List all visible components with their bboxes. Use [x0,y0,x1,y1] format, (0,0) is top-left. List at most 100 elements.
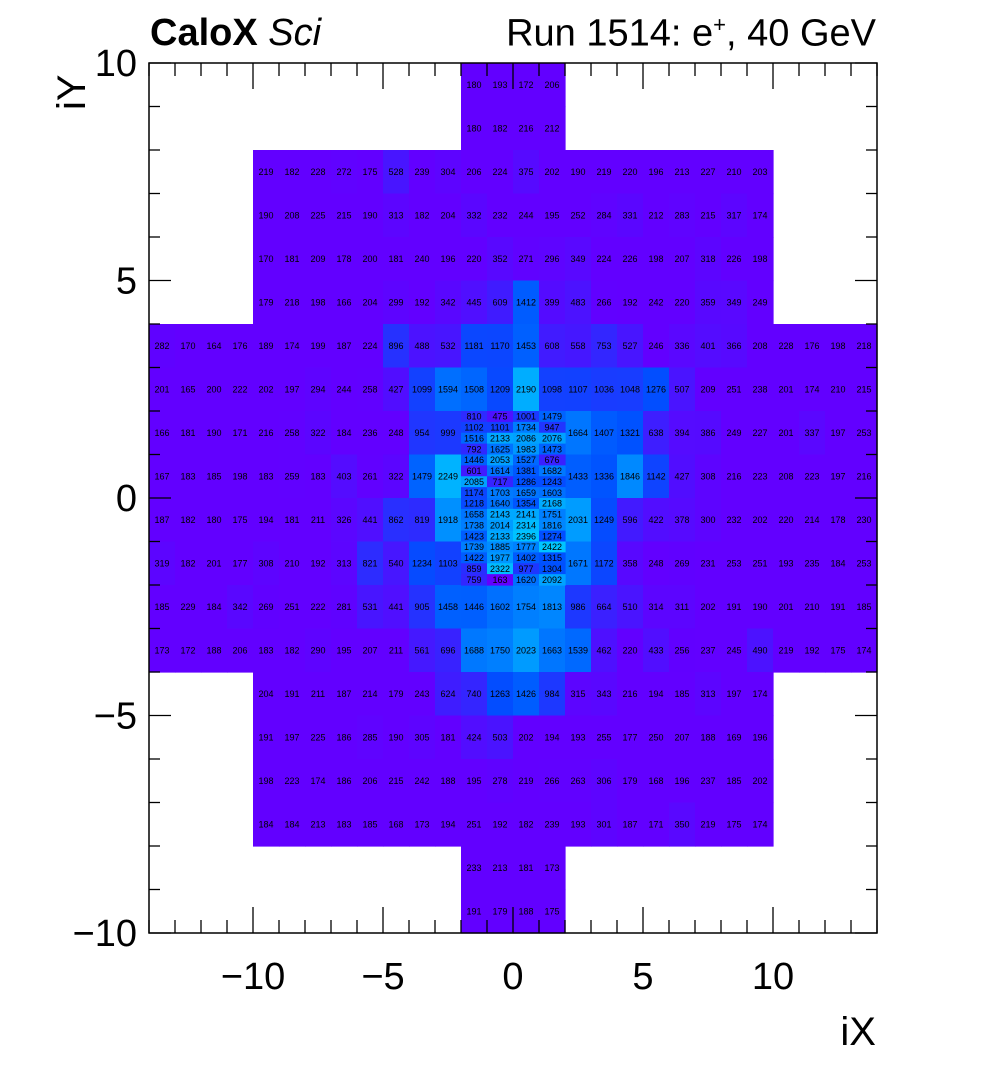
tile-cell-value: 215 [856,384,871,394]
fine-tile-cell-value: 676 [544,455,559,465]
tile-cell-value: 195 [544,210,559,220]
tile-cell-value: 313 [700,689,715,699]
tile-cell-value: 375 [518,167,533,177]
tile-cell [357,628,384,673]
tile-cell-value: 248 [388,428,403,438]
tile-cell-value: 308 [258,558,273,568]
tile-cell [305,802,332,847]
fine-tile-cell-value: 1402 [516,553,536,563]
tile-cell [747,759,774,804]
tile-cell [253,367,280,412]
tile-cell [357,193,384,238]
tile-cell [201,454,228,499]
tile-cell [253,628,280,673]
tile-cell-value: 211 [389,645,403,655]
tile-cell-value: 184 [206,602,221,612]
fine-tile-cell-value: 1738 [464,520,484,530]
fine-tile-cell-value: 1703 [490,488,510,498]
tile-cell-value: 1048 [620,384,640,394]
tile-cell-value: 193 [570,732,585,742]
tile-cell [357,454,384,499]
tile-cell [487,846,514,891]
tile-cell-value: 208 [752,341,767,351]
tile-cell-value: 249 [752,297,767,307]
tile-cell-value: 359 [700,297,715,307]
fine-tile-cell-value: 1614 [490,466,510,476]
tile-cell [591,759,618,804]
tile-cell-value: 183 [258,645,273,655]
tile-cell-value: 206 [544,80,559,90]
tile-cell [357,498,384,543]
tile-cell [383,628,410,673]
x-tick-label: −5 [361,956,404,998]
tile-cell [669,498,696,543]
fine-tile-cell [539,465,566,477]
tile-cell [175,324,202,369]
tile-cell-value: 204 [258,689,273,699]
tile-cell-value: 188 [440,776,455,786]
tile-cell-value: 224 [492,167,507,177]
tile-cell [279,237,306,282]
tile-cell [357,411,384,456]
tile-cell-value: 510 [622,602,637,612]
tile-cell [721,628,748,673]
tile-cell [669,324,696,369]
tile-cell [747,150,774,195]
tile-cell [643,150,670,195]
tile-cell-value: 211 [311,515,325,525]
tile-cell [487,150,514,195]
tile-cell [149,324,176,369]
fine-tile-cell-value: 1603 [542,488,562,498]
tile-cell [513,585,540,630]
tile-cell [487,193,514,238]
tile-cell [305,411,332,456]
tile-cell-value: 202 [752,515,767,525]
tile-cell-value: 181 [284,254,299,264]
tile-cell-value: 1142 [646,471,665,481]
tile-cell [331,541,358,586]
fine-tile-cell [539,443,566,456]
tile-cell [747,237,774,282]
tile-cell-value: 174 [752,210,767,220]
tile-cell-value: 198 [232,471,247,481]
tile-cell-value: 251 [466,819,481,829]
tile-cell [643,411,670,456]
tile-cell-value: 193 [492,80,507,90]
tile-cell [747,411,774,456]
tile-cell [591,454,618,499]
tile-cell-value: 301 [596,819,611,829]
tile-cell-value: 253 [856,428,871,438]
fine-tile-cell [539,519,566,532]
fine-tile-cell [513,487,540,499]
tile-cell [357,672,384,717]
tile-cell [383,193,410,238]
tile-cell [279,367,306,412]
tile-cell [669,454,696,499]
tile-cell-value: 1458 [438,602,458,612]
tile-cell [357,715,384,760]
tile-cell-value: 201 [778,602,793,612]
tile-cell-value: 261 [362,471,377,481]
fine-tile-cell [539,421,566,434]
tile-cell-value: 179 [622,776,637,786]
tile-cell-value: 441 [362,515,377,525]
tile-cell-value: 954 [414,428,429,438]
tile-cell [253,672,280,717]
tile-cell [539,628,566,673]
tile-cell [461,889,488,934]
tile-cell [305,759,332,804]
tile-cell [669,672,696,717]
tile-cell-value: 226 [726,254,741,264]
tile-cell-value: 168 [388,819,403,829]
tile-cell [383,802,410,847]
fine-tile-cell-value: 759 [466,575,481,585]
tile-cell [409,498,436,543]
brand-italic: Sci [268,12,322,54]
tile-cell [539,150,566,195]
tile-cell-value: 282 [154,341,169,351]
tile-cell [851,367,878,412]
tile-cell-value: 196 [440,254,455,264]
tile-cell-value: 206 [362,776,377,786]
fine-tile-cell [461,519,488,532]
tile-cell [617,367,644,412]
